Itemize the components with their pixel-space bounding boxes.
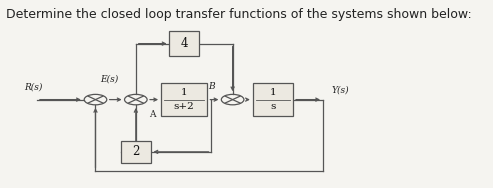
Text: 2: 2 [132,145,140,158]
Text: 1: 1 [270,88,276,97]
Bar [253,83,293,116]
Text: E(s): E(s) [101,75,119,84]
Bar [169,31,199,56]
Text: B: B [208,82,215,91]
Bar [161,83,208,116]
Text: 4: 4 [180,37,188,50]
Text: Y(s): Y(s) [331,86,349,95]
Text: A: A [149,110,155,119]
Text: s: s [270,102,276,111]
Text: Determine the closed loop transfer functions of the systems shown below:: Determine the closed loop transfer funct… [5,8,471,21]
Text: 1: 1 [181,88,187,97]
Bar [121,141,151,163]
Text: s+2: s+2 [174,102,195,111]
Text: R(s): R(s) [24,82,42,91]
